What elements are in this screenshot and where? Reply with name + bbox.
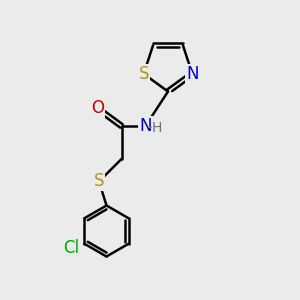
Text: N: N [139, 117, 152, 135]
Text: Cl: Cl [63, 239, 79, 257]
Text: S: S [94, 172, 104, 190]
Text: H: H [152, 121, 163, 134]
Text: N: N [186, 65, 199, 83]
Text: O: O [91, 99, 104, 117]
Text: S: S [139, 65, 149, 83]
